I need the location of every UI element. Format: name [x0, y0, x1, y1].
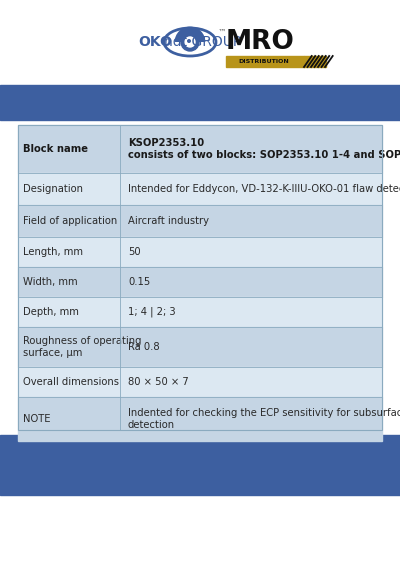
Bar — [18, 297, 382, 327]
Text: DISTRIBUTION: DISTRIBUTION — [238, 59, 289, 64]
Bar — [226, 56, 304, 67]
Text: Width, mm: Width, mm — [23, 277, 78, 287]
Text: NOTE: NOTE — [23, 414, 50, 424]
Bar — [18, 237, 382, 267]
Wedge shape — [174, 27, 206, 42]
Circle shape — [181, 33, 199, 51]
Text: MRO: MRO — [226, 29, 295, 55]
Text: Length, mm: Length, mm — [23, 247, 83, 257]
Text: Ra 0.8: Ra 0.8 — [128, 342, 160, 352]
Bar — [18, 327, 382, 367]
Bar — [18, 205, 382, 237]
Bar — [304, 56, 326, 67]
Text: KSOP2353.10
consists of two blocks: SOP2353.10 1-4 and SOP2353.10 2-3.: KSOP2353.10 consists of two blocks: SOP2… — [128, 138, 400, 160]
Bar — [18, 125, 382, 430]
Text: Block name: Block name — [23, 144, 88, 154]
Bar — [18, 367, 382, 397]
Bar — [0, 85, 400, 120]
Text: Field of application: Field of application — [23, 216, 117, 226]
Text: ndt GROUP: ndt GROUP — [164, 35, 241, 49]
Text: Roughness of operating
surface, μm: Roughness of operating surface, μm — [23, 336, 142, 358]
Circle shape — [187, 39, 191, 43]
Text: ™: ™ — [218, 28, 226, 37]
Text: OKO: OKO — [138, 35, 172, 49]
Text: Indented for checking the ECP sensitivity for subsurface defects
detection: Indented for checking the ECP sensitivit… — [128, 408, 400, 430]
Text: Intended for Eddycon, VD-132-K-IIIU-OKO-01 flaw detector: Intended for Eddycon, VD-132-K-IIIU-OKO-… — [128, 184, 400, 194]
Text: Depth, mm: Depth, mm — [23, 307, 79, 317]
Text: Designation: Designation — [23, 184, 83, 194]
Text: 0.15: 0.15 — [128, 277, 150, 287]
Bar — [18, 125, 382, 173]
Bar — [0, 435, 400, 495]
Circle shape — [185, 37, 195, 47]
Bar — [18, 173, 382, 205]
Text: Overall dimensions: Overall dimensions — [23, 377, 119, 387]
Text: 50: 50 — [128, 247, 141, 257]
Bar — [18, 267, 382, 297]
Text: 80 × 50 × 7: 80 × 50 × 7 — [128, 377, 189, 387]
Text: 1; 4 | 2; 3: 1; 4 | 2; 3 — [128, 307, 176, 318]
Text: Aircraft industry: Aircraft industry — [128, 216, 209, 226]
Bar — [18, 397, 382, 441]
